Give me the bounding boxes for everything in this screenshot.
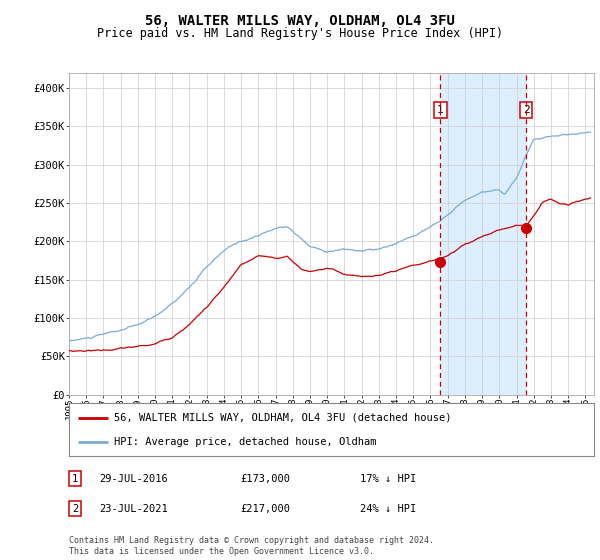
Text: HPI: Average price, detached house, Oldham: HPI: Average price, detached house, Oldh…: [113, 437, 376, 447]
Text: 24% ↓ HPI: 24% ↓ HPI: [360, 504, 416, 514]
Text: 17% ↓ HPI: 17% ↓ HPI: [360, 474, 416, 484]
Bar: [440, 73, 526, 395]
Text: Contains HM Land Registry data © Crown copyright and database right 2024.
This d: Contains HM Land Registry data © Crown c…: [69, 536, 434, 556]
Text: 56, WALTER MILLS WAY, OLDHAM, OL4 3FU (detached house): 56, WALTER MILLS WAY, OLDHAM, OL4 3FU (d…: [113, 413, 451, 423]
Text: 2: 2: [72, 504, 78, 514]
Text: 1: 1: [72, 474, 78, 484]
Text: 1: 1: [437, 105, 443, 115]
Text: Price paid vs. HM Land Registry's House Price Index (HPI): Price paid vs. HM Land Registry's House …: [97, 27, 503, 40]
Text: 2: 2: [523, 105, 529, 115]
Text: £173,000: £173,000: [240, 474, 290, 484]
Text: 23-JUL-2021: 23-JUL-2021: [99, 504, 168, 514]
Text: £217,000: £217,000: [240, 504, 290, 514]
Text: 56, WALTER MILLS WAY, OLDHAM, OL4 3FU: 56, WALTER MILLS WAY, OLDHAM, OL4 3FU: [145, 14, 455, 28]
Text: 29-JUL-2016: 29-JUL-2016: [99, 474, 168, 484]
